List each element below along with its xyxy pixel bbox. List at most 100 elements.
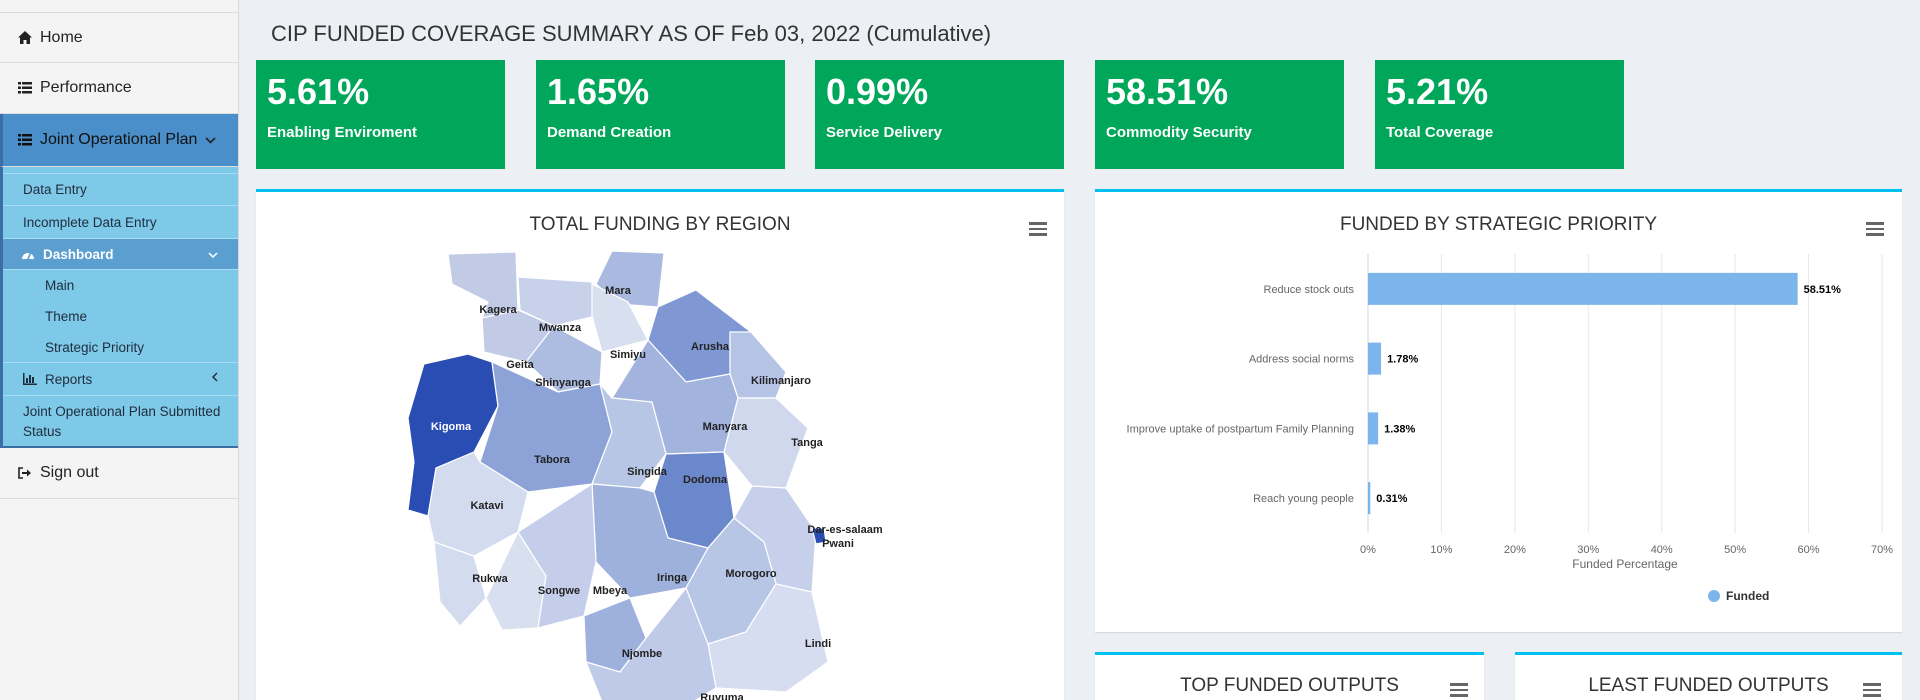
sidebar: Home Performance Joint Operational Plan …	[0, 0, 239, 700]
bar	[1368, 482, 1371, 515]
map-label: Tanga	[791, 437, 823, 449]
map-label: Njombe	[622, 648, 662, 660]
bar	[1368, 412, 1379, 445]
legend-label: Funded	[1726, 589, 1769, 603]
x-tick-label: 50%	[1724, 544, 1746, 556]
x-tick-label: 70%	[1871, 544, 1893, 556]
map-region-kilimanjaro	[729, 331, 787, 399]
sidebar-item-theme[interactable]: Theme	[3, 301, 238, 332]
sidebar-item-jop-submitted-status[interactable]: Joint Operational Plan Submitted Status	[3, 396, 238, 448]
sidebar-item-main[interactable]: Main	[3, 270, 238, 301]
nav-sign-out-label: Sign out	[40, 464, 99, 481]
main-content: CIP FUNDED COVERAGE SUMMARY AS OF Feb 03…	[239, 0, 1920, 700]
map-region-simiyu	[591, 283, 649, 353]
map-label: Tabora	[534, 454, 571, 466]
strategic-priority-box: FUNDED BY STRATEGIC PRIORITY 0% 10% 20% 30%…	[1095, 189, 1902, 632]
list-icon	[18, 82, 38, 94]
x-tick-label: 0%	[1360, 544, 1376, 556]
x-axis-label: Funded Percentage	[1572, 557, 1678, 571]
x-tick-label: 30%	[1577, 544, 1599, 556]
x-tick-label: 60%	[1798, 544, 1820, 556]
map-label: Rukwa	[472, 573, 508, 585]
nav-joint-operational-plan-label: Joint Operational Plan	[40, 131, 198, 148]
map-label: Mbeya	[593, 585, 628, 597]
map-label: Singida	[627, 466, 668, 478]
bar-chart-icon	[23, 373, 43, 385]
stat-label: Total Coverage	[1386, 124, 1494, 141]
map-region-mwanza	[517, 276, 597, 327]
nav-performance[interactable]: Performance	[0, 63, 238, 114]
map-label: Pwani	[822, 538, 854, 550]
map-label: Shinyanga	[535, 377, 592, 389]
data-label: 0.31%	[1376, 493, 1407, 505]
map-box: TOTAL FUNDING BY REGION	[256, 189, 1064, 700]
nav-performance-label: Performance	[40, 79, 132, 96]
sidebar-item-label: Data Entry	[23, 182, 87, 197]
map-region-rukwa	[433, 541, 487, 627]
home-icon	[18, 31, 38, 44]
map-label: Manyara	[703, 421, 749, 433]
hamburger-menu-icon[interactable]	[1866, 222, 1884, 236]
sidebar-item-label: Theme	[45, 309, 88, 324]
map-label: Geita	[506, 359, 534, 371]
category-label: Reduce stock outs	[1264, 284, 1355, 296]
dashboard-icon	[21, 248, 41, 260]
map-label: Kigoma	[431, 421, 472, 433]
chevron-left-icon	[211, 371, 218, 385]
map-label: Katavi	[470, 500, 503, 512]
data-label: 1.78%	[1387, 354, 1418, 366]
stat-label: Service Delivery	[826, 124, 942, 141]
least-funded-outputs-box: LEAST FUNDED OUTPUTS	[1515, 652, 1902, 700]
page-title: CIP FUNDED COVERAGE SUMMARY AS OF Feb 03…	[271, 21, 992, 46]
map-box-title: TOTAL FUNDING BY REGION	[529, 214, 791, 235]
stat-card-service-delivery: 0.99% Service Delivery	[815, 60, 1064, 169]
nav-joint-operational-plan[interactable]: Joint Operational Plan	[0, 114, 238, 167]
map-label: Kilimanjaro	[751, 375, 811, 387]
region-map: Mara Kagera Mwanza Simiyu Arusha Geita S…	[407, 250, 883, 700]
sidebar-item-strategic-priority[interactable]: Strategic Priority	[3, 332, 238, 363]
legend-marker	[1708, 590, 1720, 602]
stat-value: 0.99%	[826, 71, 929, 112]
stat-card-total-coverage: 5.21% Total Coverage	[1375, 60, 1624, 169]
top-funded-outputs-title: TOP FUNDED OUTPUTS	[1180, 675, 1399, 696]
sidebar-item-reports[interactable]: Reports	[3, 363, 238, 396]
map-region-lindi	[707, 583, 829, 693]
strategic-priority-chart: 0% 10% 20% 30% 40% 50% 60% 70% Reduce stock outs…	[1127, 254, 1893, 603]
category-label: Improve uptake of postpartum Family Plan…	[1127, 423, 1354, 435]
map-label: Mara	[605, 285, 632, 297]
category-label: Reach young people	[1253, 493, 1354, 505]
stat-card-demand-creation: 1.65% Demand Creation	[536, 60, 785, 169]
x-tick-label: 20%	[1504, 544, 1526, 556]
data-label: 58.51%	[1804, 284, 1842, 296]
sidebar-item-label: Dashboard	[43, 246, 114, 262]
stat-label: Demand Creation	[547, 124, 672, 141]
sidebar-item-dashboard[interactable]: Dashboard	[3, 239, 238, 270]
chevron-down-icon	[205, 132, 216, 147]
category-label: Address social norms	[1249, 354, 1355, 366]
x-tick-label: 40%	[1651, 544, 1673, 556]
stat-label: Commodity Security	[1106, 124, 1252, 141]
map-label: Lindi	[805, 638, 831, 650]
nav-home-label: Home	[40, 28, 83, 46]
nav-home[interactable]: Home	[0, 12, 238, 63]
map-region-shinyanga	[525, 325, 603, 393]
sidebar-item-label: Joint Operational Plan Submitted Status	[23, 404, 221, 439]
sidebar-item-data-entry[interactable]: Data Entry	[3, 173, 238, 206]
hamburger-menu-icon[interactable]	[1450, 683, 1468, 697]
map-label: Mwanza	[539, 322, 582, 334]
hamburger-menu-icon[interactable]	[1029, 222, 1047, 236]
stat-value: 58.51%	[1106, 71, 1229, 112]
top-funded-outputs-box: TOP FUNDED OUTPUTS	[1095, 652, 1484, 700]
sign-out-icon	[18, 467, 38, 479]
hamburger-menu-icon[interactable]	[1863, 683, 1881, 697]
stat-value: 1.65%	[547, 71, 650, 112]
map-label: Simiyu	[610, 349, 646, 361]
map-label: Arusha	[691, 341, 730, 353]
sidebar-item-incomplete-data-entry[interactable]: Incomplete Data Entry	[3, 206, 238, 239]
nav-sign-out[interactable]: Sign out	[0, 448, 238, 499]
map-region-dar-es-salaam	[811, 527, 827, 545]
sidebar-item-label: Strategic Priority	[45, 339, 145, 355]
map-label: Songwe	[538, 585, 580, 597]
map-region-mara	[595, 250, 665, 308]
sidebar-item-label: Main	[45, 278, 75, 293]
